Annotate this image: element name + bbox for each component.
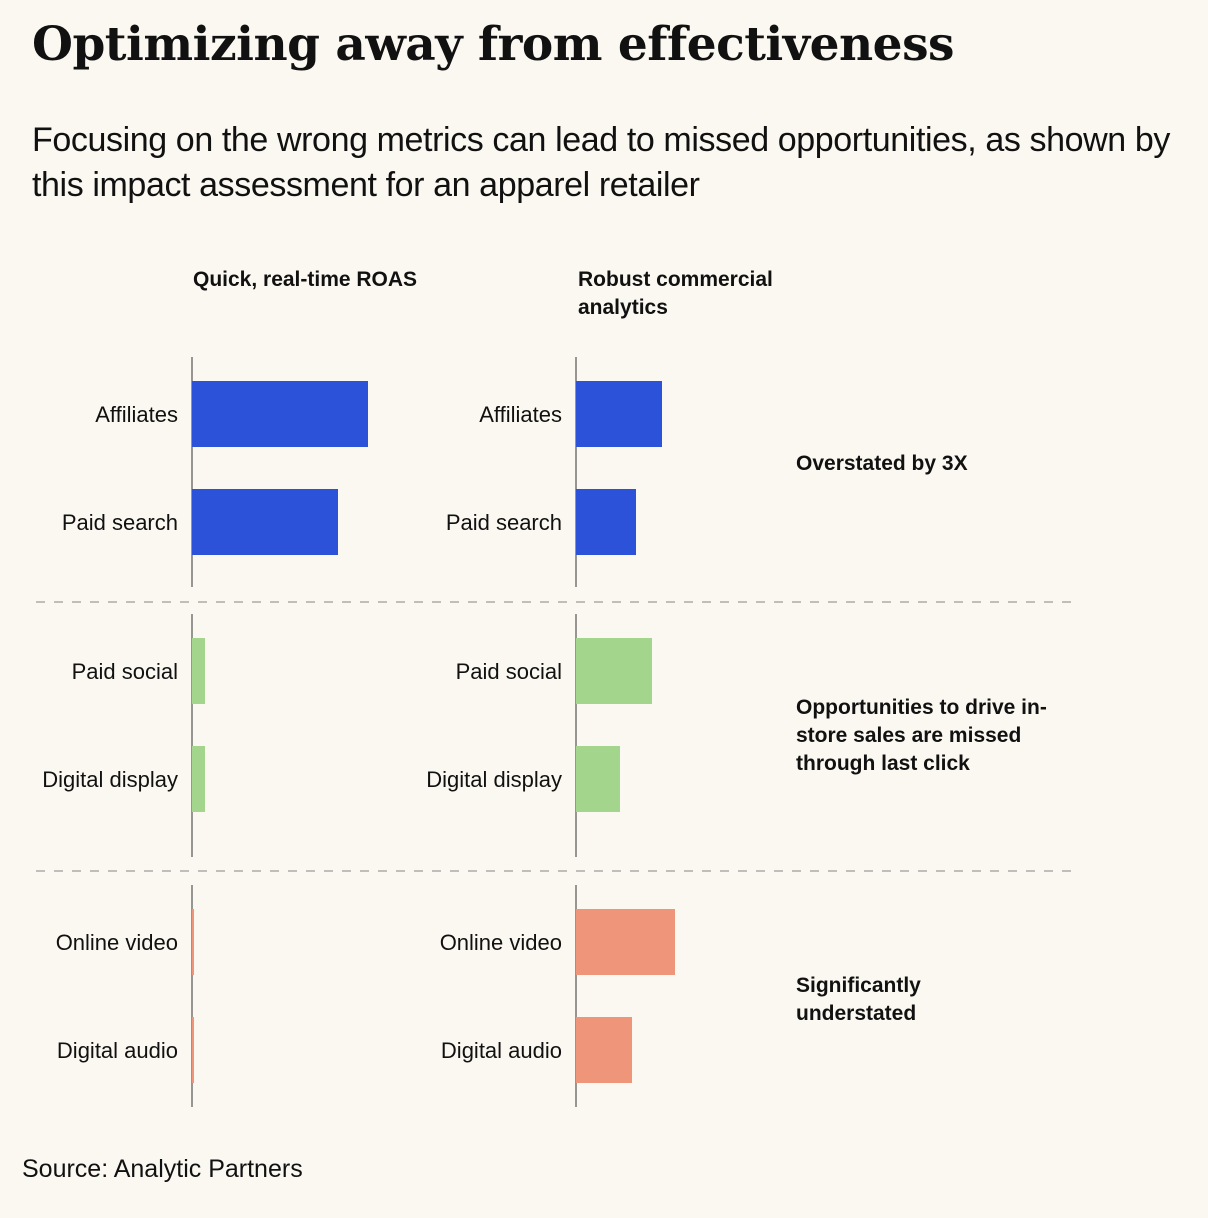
group-note-overstated: Overstated by 3X [796, 452, 968, 475]
chart-subtitle: Focusing on the wrong metrics can lead t… [32, 121, 1170, 204]
category-label: Online video [440, 930, 562, 955]
bar [576, 746, 620, 812]
category-label: Affiliates [479, 402, 562, 427]
bar [192, 746, 205, 812]
category-label: Paid social [456, 659, 562, 684]
category-label: Paid search [62, 510, 178, 535]
group-note-missed-opportunities: Opportunities to drive in-store sales ar… [796, 696, 1047, 775]
bar [192, 909, 194, 975]
category-label: Affiliates [95, 402, 178, 427]
chart-title: Optimizing away from effectiveness [32, 17, 955, 72]
source-note: Source: Analytic Partners [22, 1155, 303, 1183]
bar [576, 909, 675, 975]
panel-heading-commercial-analytics: Robust commercial analytics [578, 268, 773, 319]
bar [576, 1017, 632, 1083]
category-label: Digital audio [441, 1038, 562, 1063]
bar [576, 489, 636, 555]
category-label: Digital audio [57, 1038, 178, 1063]
category-label: Digital display [42, 767, 178, 792]
category-label: Digital display [426, 767, 562, 792]
bar [192, 1017, 194, 1083]
bar [192, 489, 338, 555]
category-label: Paid social [72, 659, 178, 684]
bar [576, 381, 662, 447]
panel-heading-quick-roas: Quick, real-time ROAS [193, 268, 418, 291]
bar [192, 381, 368, 447]
bar-chart: Affiliates Paid search Affiliates Paid sear… [36, 357, 1075, 1107]
bar [192, 638, 205, 704]
bar [576, 638, 652, 704]
category-label: Paid search [446, 510, 562, 535]
group-note-understated: Significantly understated [796, 974, 921, 1025]
category-label: Online video [56, 930, 178, 955]
